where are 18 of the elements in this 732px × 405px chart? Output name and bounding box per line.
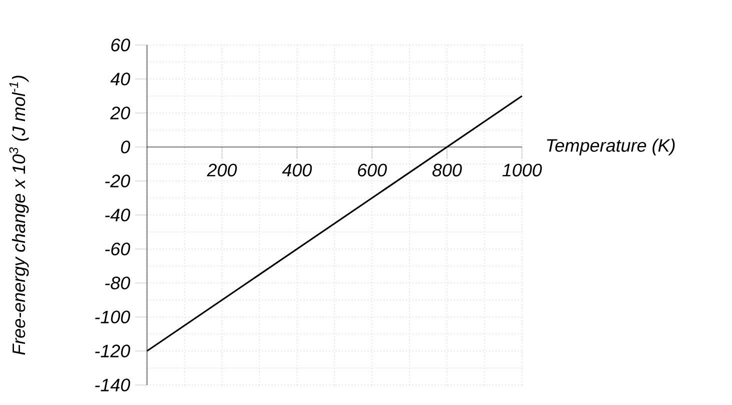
y-tick-label: 60 xyxy=(111,38,130,52)
x-tick-label: 200 xyxy=(206,164,237,176)
x-tick-label: 800 xyxy=(432,164,462,176)
y-tick-label: 0 xyxy=(121,140,130,154)
y-tick-label: -100 xyxy=(95,310,130,324)
y-tick-label: -20 xyxy=(105,174,130,188)
y-tick-label: 40 xyxy=(110,72,130,86)
x-axis-title: Temperature (K) xyxy=(546,138,675,156)
y-tick-label: 20 xyxy=(110,106,130,120)
y-tick-label: -120 xyxy=(95,344,130,358)
y-axis-title: Free-energy change x 10$^{3}$ (J mol$^{-1}$) xyxy=(9,76,29,355)
x-tick-label: 400 xyxy=(282,164,312,176)
y-tick-label: -80 xyxy=(105,276,130,290)
y-tick-label: -140 xyxy=(95,378,130,392)
y-tick-label: -40 xyxy=(105,208,130,222)
x-tick-label: 1000 xyxy=(502,164,542,176)
x-tick-label: 600 xyxy=(358,164,387,176)
y-tick-label: -60 xyxy=(105,242,130,256)
